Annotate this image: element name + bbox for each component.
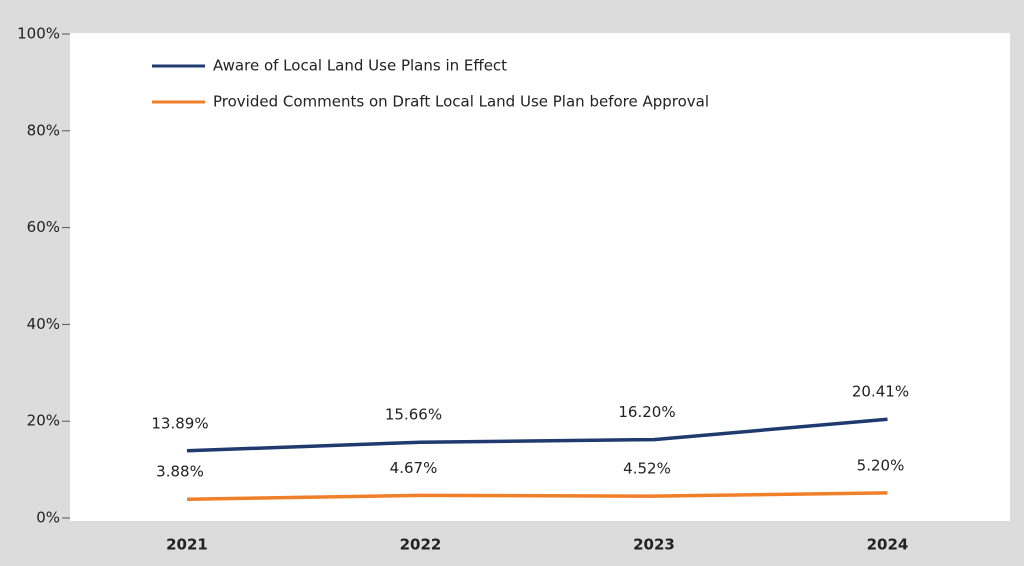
x-tick-label: 2024	[867, 536, 909, 554]
data-label: 5.20%	[857, 456, 905, 474]
data-label: 3.88%	[156, 463, 204, 481]
data-label: 4.52%	[623, 460, 671, 478]
x-tick-label: 2023	[633, 536, 675, 554]
series-line	[186, 417, 888, 453]
series-line	[186, 491, 888, 501]
legend-label: Aware of Local Land Use Plans in Effect	[213, 57, 507, 75]
data-label: 13.89%	[151, 414, 208, 432]
data-label: 15.66%	[385, 406, 442, 424]
y-tick-label: 80%	[27, 121, 60, 139]
y-tick-label: 20%	[27, 412, 60, 430]
data-label: 20.41%	[852, 383, 909, 401]
x-tick-label: 2022	[400, 536, 442, 554]
x-tick-label: 2021	[166, 536, 208, 554]
y-tick-label: 100%	[17, 25, 60, 43]
data-label: 16.20%	[618, 403, 675, 421]
data-label: 4.67%	[390, 459, 438, 477]
y-tick-label: 0%	[36, 509, 60, 527]
legend-label: Provided Comments on Draft Local Land Us…	[213, 93, 709, 111]
y-tick-label: 40%	[27, 315, 60, 333]
y-tick-label: 60%	[27, 218, 60, 236]
